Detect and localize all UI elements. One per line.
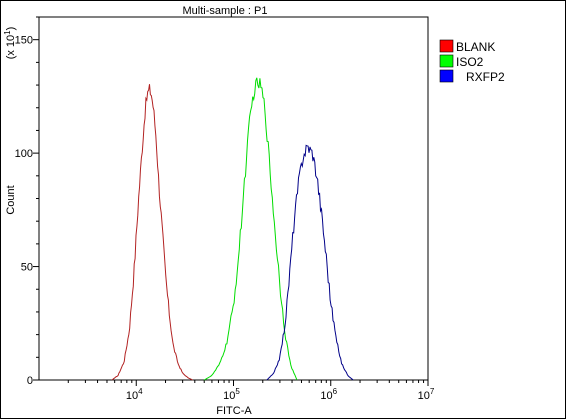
x-axis-label: FITC-A — [216, 405, 252, 417]
chart-title: Multi-sample : P1 — [183, 5, 268, 17]
y-multiplier-close: ) — [5, 27, 17, 31]
y-axis-ticks: 0 50 100 150 — [15, 16, 39, 387]
series-line-iso2 — [203, 77, 298, 381]
series-line-rxfp2 — [266, 144, 354, 381]
x-axis-ticks: 104 105 106 107 — [67, 380, 435, 402]
legend-label-blank: BLANK — [456, 40, 495, 54]
y-axis-label: Count — [5, 185, 17, 214]
y-tick-label: 150 — [15, 35, 33, 47]
legend-swatch-iso2 — [439, 54, 454, 68]
plot-area — [38, 16, 429, 381]
y-tick-label: 100 — [15, 148, 33, 160]
series-layer — [111, 77, 354, 381]
x-tick-label: 106 — [320, 387, 337, 402]
legend-swatch-rxfp2 — [439, 69, 454, 83]
y-multiplier-label: (x 101) — [3, 27, 17, 60]
legend-label-rxfp2: RXFP2 — [466, 70, 505, 84]
series-line-blank — [111, 84, 193, 381]
y-tick-label: 0 — [27, 375, 33, 387]
x-tick-label: 105 — [223, 387, 240, 402]
x-tick-label: 107 — [418, 387, 435, 402]
y-multiplier-text: (x 10 — [5, 35, 17, 59]
x-tick-label: 104 — [126, 387, 143, 402]
legend-label-iso2: ISO2 — [456, 55, 484, 69]
y-tick-label: 50 — [21, 262, 33, 274]
y-multiplier-exp: 1 — [3, 30, 12, 35]
legend-swatch-blank — [439, 39, 454, 53]
